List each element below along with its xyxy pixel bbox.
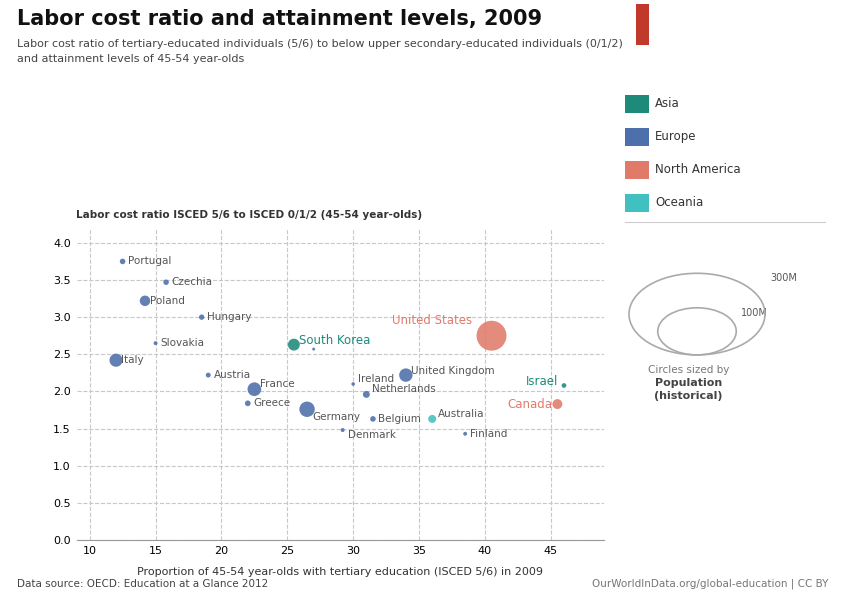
Point <box>360 389 373 399</box>
Point <box>484 331 498 341</box>
Text: Greece: Greece <box>253 398 290 409</box>
Text: Data source: OECD: Education at a Glance 2012: Data source: OECD: Education at a Glance… <box>17 579 269 589</box>
Point <box>425 414 439 424</box>
Point <box>149 338 162 348</box>
Text: United Kingdom: United Kingdom <box>411 365 495 376</box>
Text: North America: North America <box>655 163 741 176</box>
Point <box>247 385 261 394</box>
Text: Canada: Canada <box>507 398 552 410</box>
Text: and attainment levels of 45-54 year-olds: and attainment levels of 45-54 year-olds <box>17 54 244 64</box>
Text: Austria: Austria <box>213 370 251 380</box>
Text: Circles sized by: Circles sized by <box>648 365 729 375</box>
Bar <box>636 4 649 45</box>
Text: Oceania: Oceania <box>655 196 704 209</box>
Text: Denmark: Denmark <box>348 430 396 440</box>
Point <box>139 296 152 305</box>
Point <box>551 399 564 409</box>
Text: OurWorldInData.org/global-education | CC BY: OurWorldInData.org/global-education | CC… <box>592 578 829 589</box>
Point <box>336 425 349 435</box>
Point <box>307 344 320 354</box>
Text: (historical): (historical) <box>654 391 722 401</box>
Point <box>109 355 123 365</box>
Point <box>201 370 215 380</box>
Point <box>458 429 472 439</box>
Text: Hungary: Hungary <box>207 312 252 322</box>
Text: Portugal: Portugal <box>128 256 171 266</box>
Text: Europe: Europe <box>655 130 697 143</box>
Point <box>159 277 173 287</box>
Text: Germany: Germany <box>312 412 360 422</box>
Text: Italy: Italy <box>122 355 144 365</box>
Text: Labor cost ratio and attainment levels, 2009: Labor cost ratio and attainment levels, … <box>17 9 542 29</box>
Text: Labor cost ratio ISCED 5/6 to ISCED 0/1/2 (45-54 year-olds): Labor cost ratio ISCED 5/6 to ISCED 0/1/… <box>76 210 422 220</box>
Text: France: France <box>259 379 294 389</box>
Text: United States: United States <box>392 314 472 328</box>
Point <box>241 398 255 408</box>
Text: Finland: Finland <box>470 429 507 439</box>
Text: Czechia: Czechia <box>172 277 212 287</box>
Text: Our World: Our World <box>703 11 770 24</box>
Point <box>287 340 301 349</box>
Text: Belgium: Belgium <box>378 414 421 424</box>
Text: in Data: in Data <box>712 27 760 40</box>
Text: Netherlands: Netherlands <box>371 384 435 394</box>
Text: 100M: 100M <box>741 308 768 318</box>
Point <box>300 404 314 414</box>
Text: Asia: Asia <box>655 97 680 110</box>
Text: South Korea: South Korea <box>299 334 371 347</box>
Text: Population: Population <box>654 379 722 388</box>
Text: Australia: Australia <box>438 409 484 419</box>
X-axis label: Proportion of 45-54 year-olds with tertiary education (ISCED 5/6) in 2009: Proportion of 45-54 year-olds with terti… <box>137 566 543 577</box>
Text: Ireland: Ireland <box>359 374 394 384</box>
Point <box>116 257 129 266</box>
Text: 300M: 300M <box>770 273 797 283</box>
Point <box>558 380 571 390</box>
Point <box>366 414 380 424</box>
Text: Poland: Poland <box>150 296 185 306</box>
Text: Israel: Israel <box>526 374 558 388</box>
Text: Slovakia: Slovakia <box>161 338 205 348</box>
Point <box>347 379 360 389</box>
Point <box>400 370 413 380</box>
Point <box>195 313 208 322</box>
Text: Labor cost ratio of tertiary-educated individuals (5/6) to below upper secondary: Labor cost ratio of tertiary-educated in… <box>17 39 623 49</box>
